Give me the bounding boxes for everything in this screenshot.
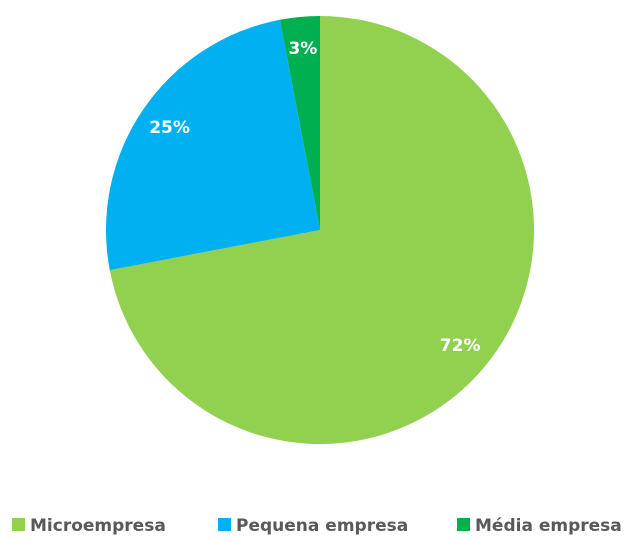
data-label: 25%: [149, 118, 190, 138]
legend-swatch: [12, 518, 25, 531]
legend-swatch: [218, 518, 231, 531]
pie-slice: [109, 16, 534, 444]
legend-label: Microempresa: [30, 516, 166, 536]
data-label: 72%: [440, 336, 481, 356]
legend-label: Pequena empresa: [236, 516, 408, 536]
data-label: 3%: [288, 39, 317, 59]
pie-slice: [105, 19, 320, 271]
legend-label: Média empresa: [475, 516, 622, 536]
legend-swatch: [457, 518, 470, 531]
pie-slice: [279, 16, 320, 230]
